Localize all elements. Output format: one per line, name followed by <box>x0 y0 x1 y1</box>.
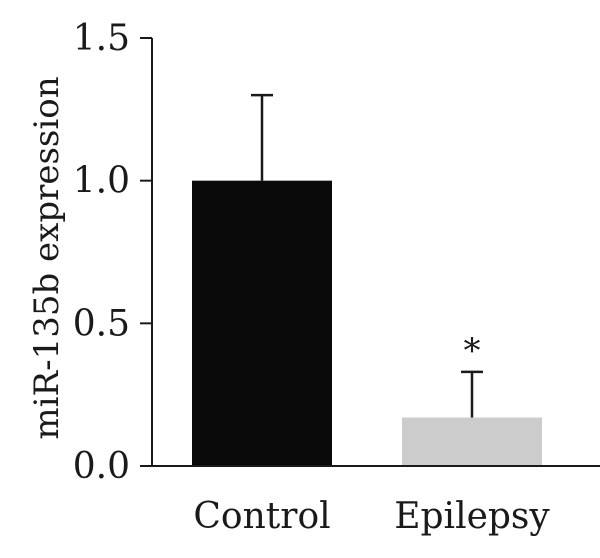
y-tick-label: 0.0 <box>73 446 130 487</box>
significance-asterisk: * <box>464 331 481 371</box>
axes <box>151 38 600 467</box>
y-tick-label: 1.5 <box>73 18 130 59</box>
bar-epilepsy <box>402 417 542 466</box>
y-axis-title: miR-135b expression <box>27 76 67 439</box>
bars <box>192 180 542 466</box>
x-axis-labels: Control Epilepsy <box>193 496 550 537</box>
annotations: * <box>464 331 481 371</box>
y-tick-label: 0.5 <box>73 303 130 344</box>
error-bars <box>251 93 483 418</box>
x-tick-label: Epilepsy <box>394 496 550 537</box>
x-tick-label: Control <box>193 496 330 537</box>
bar-control <box>192 180 332 466</box>
y-axis-ticks: 0.0 0.5 1.0 1.5 <box>73 18 152 487</box>
y-tick-label: 1.0 <box>73 161 130 202</box>
